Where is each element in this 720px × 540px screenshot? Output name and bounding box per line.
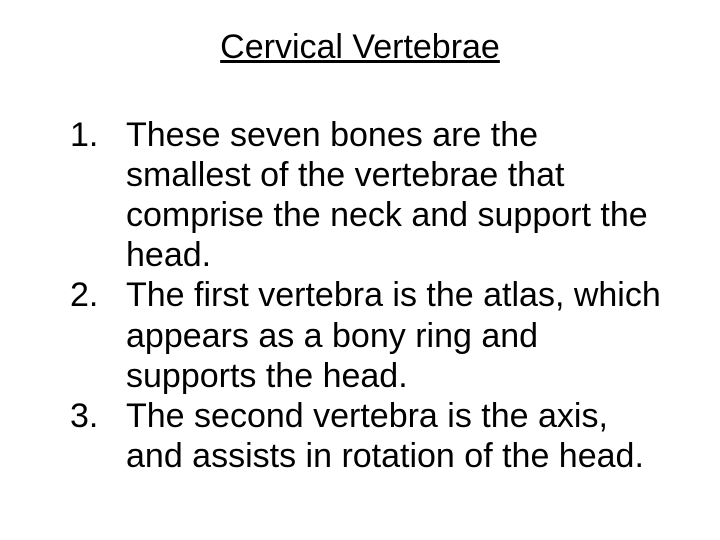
list-item: 2. The first vertebra is the atlas, whic… (48, 275, 672, 395)
numbered-list: 1. These seven bones are the smallest of… (48, 115, 672, 476)
list-item: 3. The second vertebra is the axis, and … (48, 396, 672, 476)
list-item-number: 3. (70, 396, 98, 436)
page-title: Cervical Vertebrae (48, 28, 672, 67)
list-item-text: These seven bones are the smallest of th… (126, 116, 648, 274)
list-item: 1. These seven bones are the smallest of… (48, 115, 672, 275)
list-item-text: The second vertebra is the axis, and ass… (126, 397, 644, 475)
list-item-text: The first vertebra is the atlas, which a… (126, 276, 661, 394)
list-item-number: 2. (70, 275, 98, 315)
list-item-number: 1. (70, 115, 98, 155)
